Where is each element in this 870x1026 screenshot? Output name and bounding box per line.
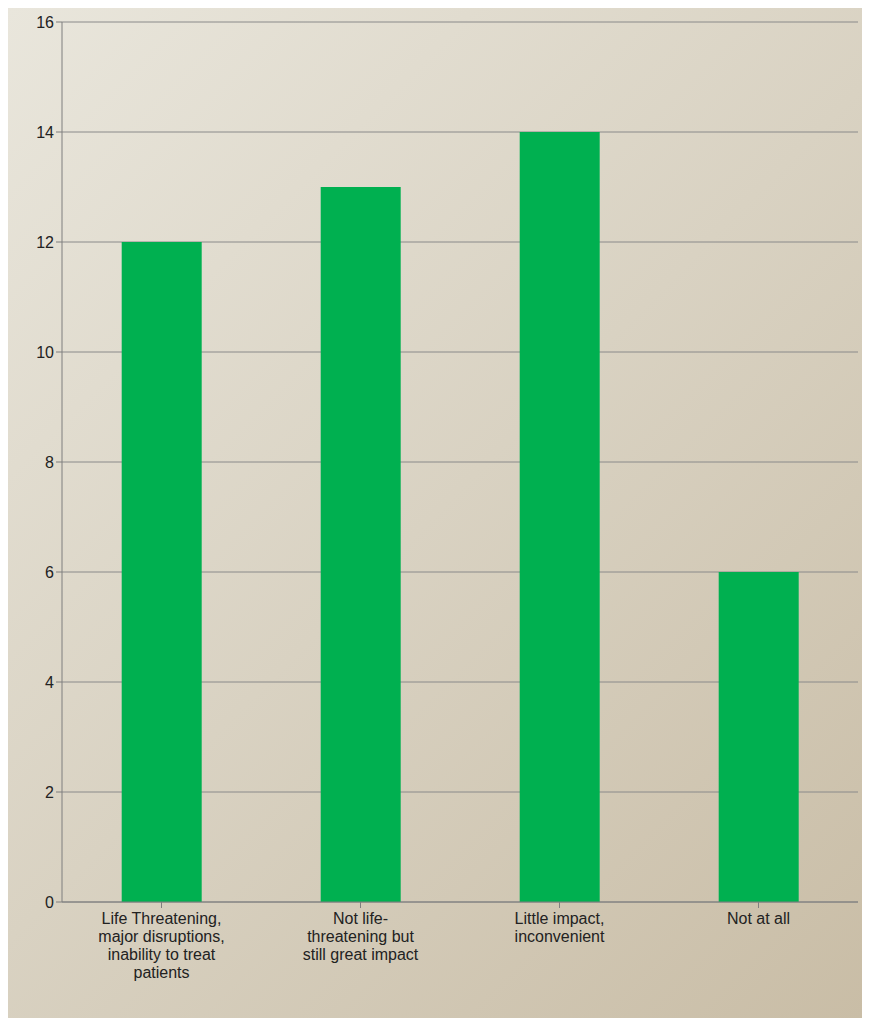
svg-text:Little impact,inconvenient: Little impact,inconvenient bbox=[515, 910, 605, 945]
svg-text:12: 12 bbox=[36, 234, 54, 251]
svg-text:8: 8 bbox=[45, 454, 54, 471]
svg-text:16: 16 bbox=[36, 14, 54, 31]
svg-text:14: 14 bbox=[36, 124, 54, 141]
svg-text:4: 4 bbox=[45, 674, 54, 691]
svg-text:0: 0 bbox=[45, 894, 54, 911]
svg-text:6: 6 bbox=[45, 564, 54, 581]
svg-text:Not life-threatening butstill: Not life-threatening butstill great impa… bbox=[303, 910, 419, 963]
svg-text:Not at all: Not at all bbox=[727, 910, 790, 927]
svg-text:10: 10 bbox=[36, 344, 54, 361]
svg-text:2: 2 bbox=[45, 784, 54, 801]
svg-text:Life Threatening,major disrupt: Life Threatening,major disruptions,inabi… bbox=[98, 910, 224, 981]
